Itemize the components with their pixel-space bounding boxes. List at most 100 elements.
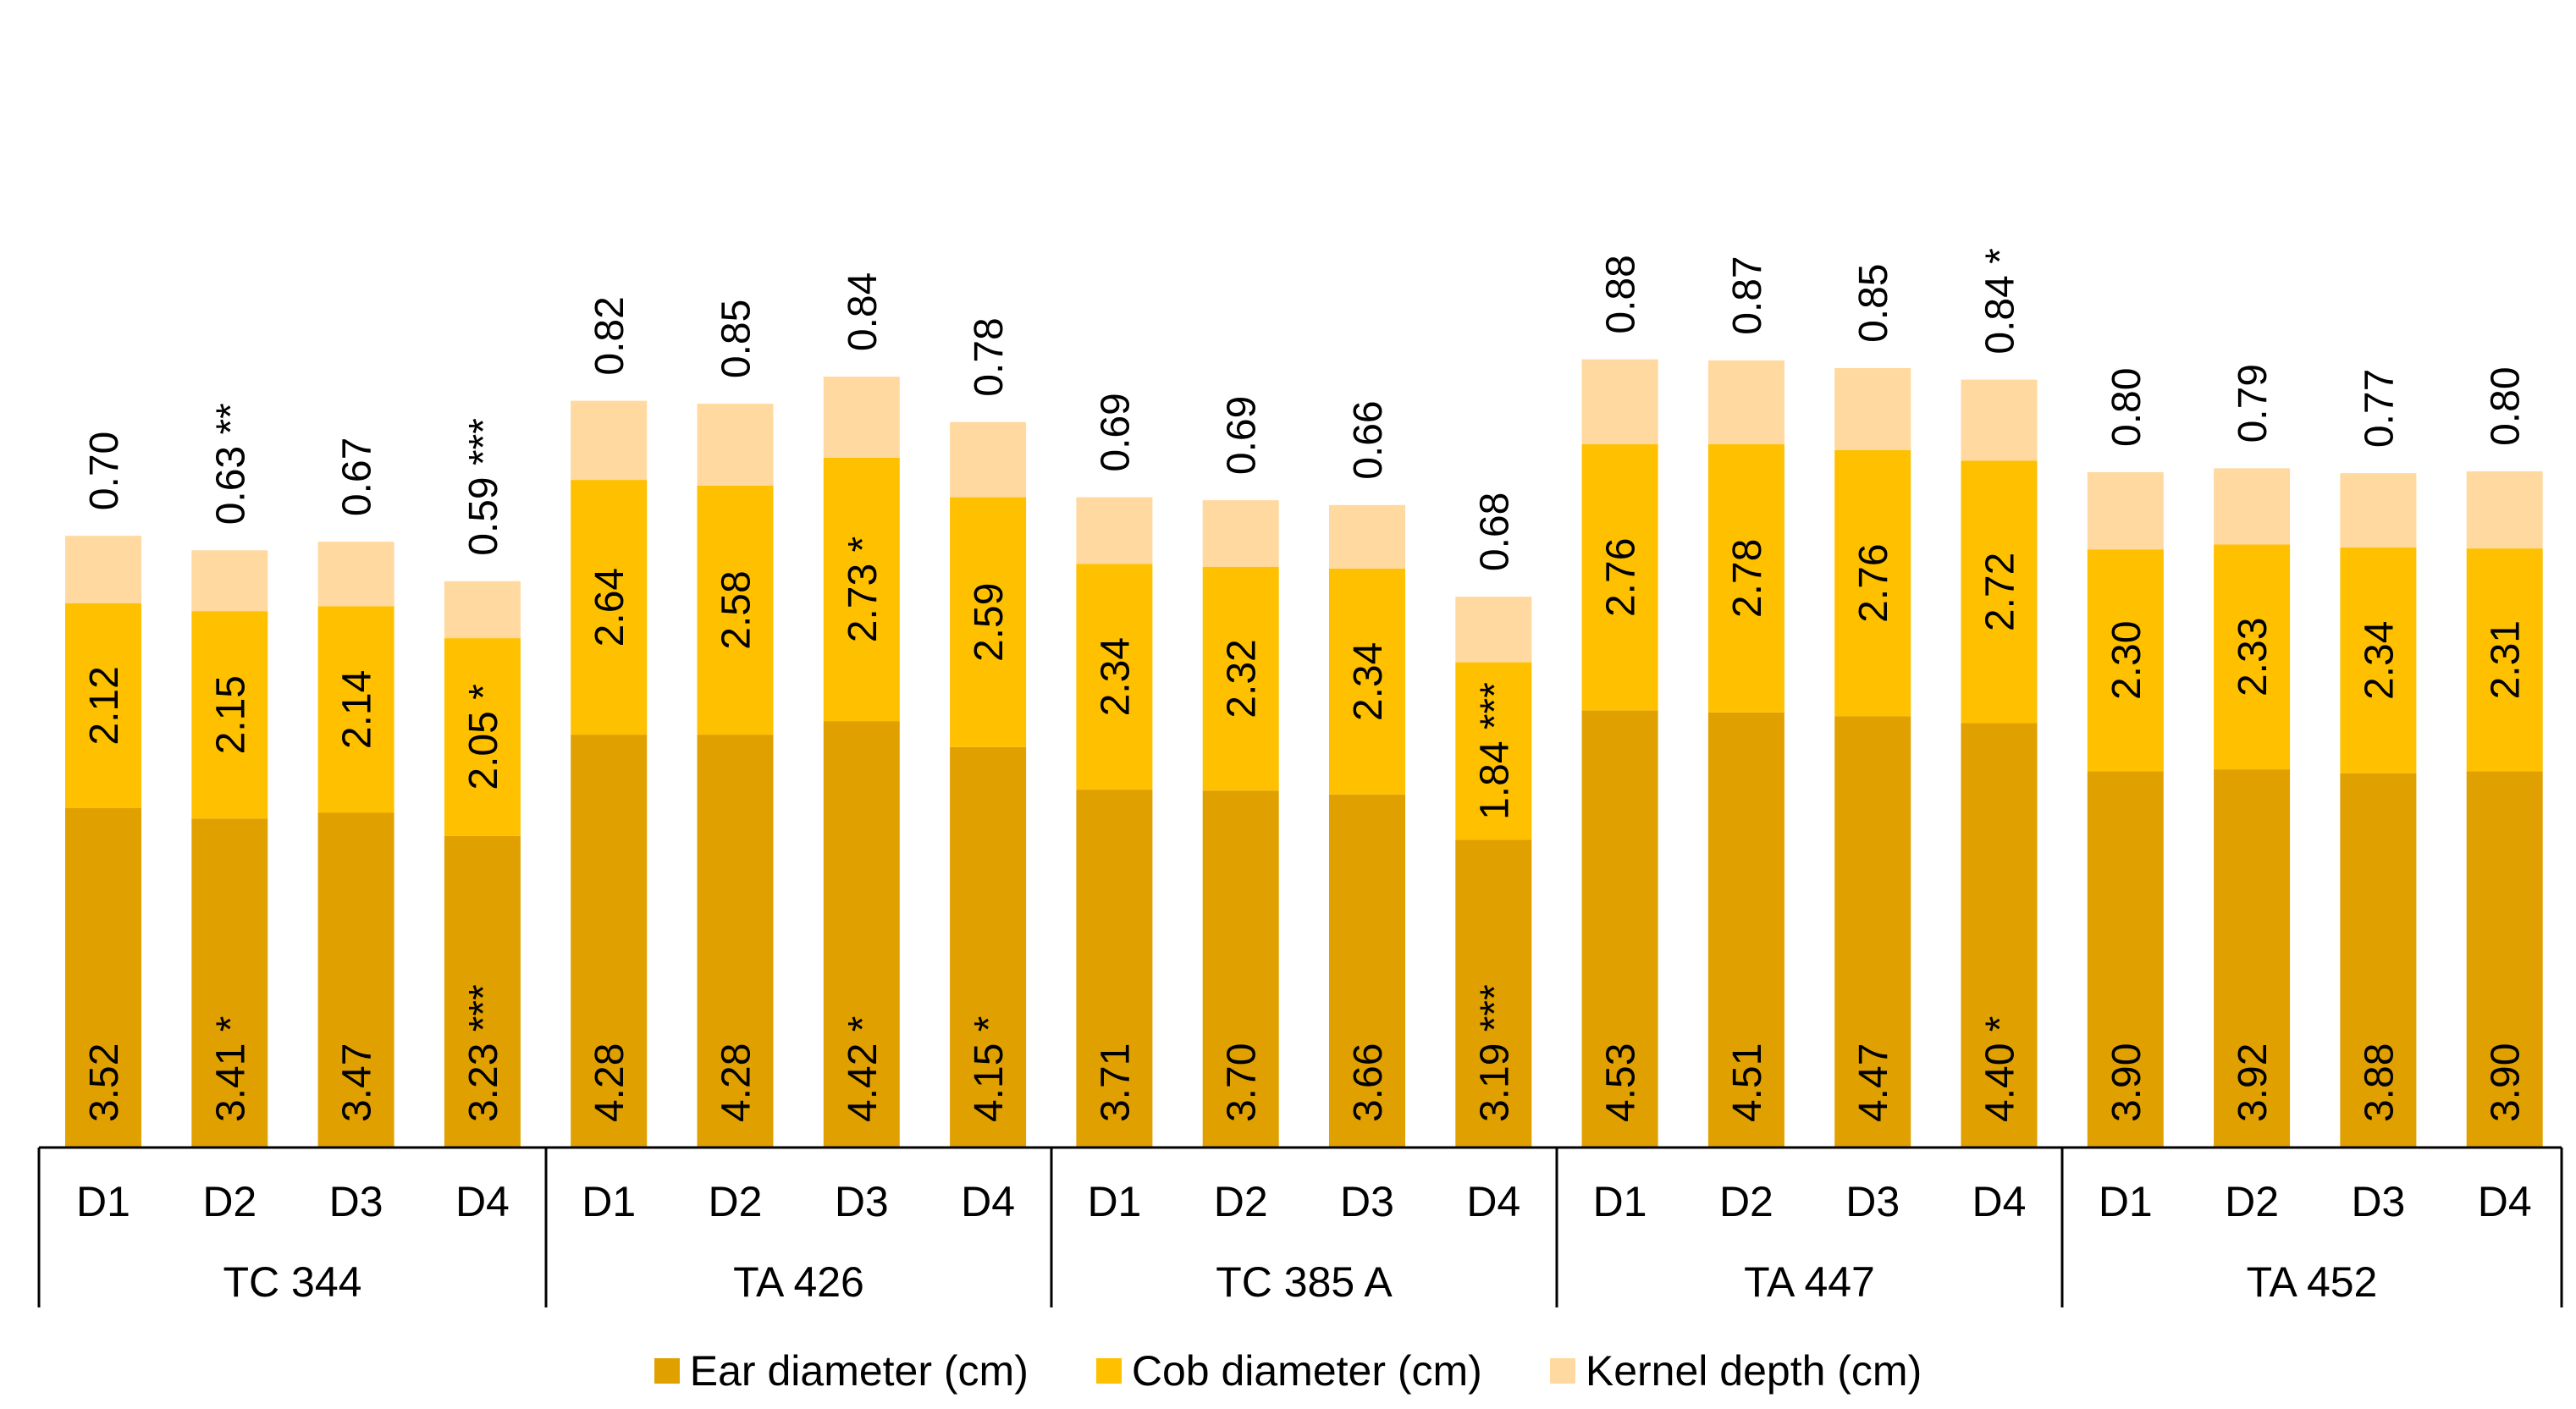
label-ear-15: 4.47 xyxy=(1851,1043,1896,1122)
tick-label-18: D2 xyxy=(2225,1178,2279,1225)
bar-kernel-9 xyxy=(1076,498,1152,564)
tick-label-10: D2 xyxy=(1214,1178,1268,1225)
legend-label-kernel-depth: Kernel depth (cm) xyxy=(1586,1346,1922,1395)
label-kernel-18: 0.79 xyxy=(2231,364,2275,443)
category-axis: D1 D2 D3 D4TC 344D1 D2 D3 D4TA 426D1 D2 D3 D4TC 3… xyxy=(39,1148,2562,1307)
label-ear-2: 3.41 * xyxy=(208,1016,253,1122)
label-ear-13: 4.53 xyxy=(1599,1043,1644,1122)
bar-kernel-20 xyxy=(2467,471,2543,548)
bar-kernel-1 xyxy=(65,536,141,603)
group-label-1: TC 344 xyxy=(223,1258,362,1306)
bar-kernel-8 xyxy=(950,422,1026,498)
label-ear-7: 4.42 * xyxy=(841,1016,885,1122)
label-cob-10: 2.32 xyxy=(1220,639,1265,718)
label-kernel-12: 0.68 xyxy=(1472,493,1517,571)
label-kernel-14: 0.87 xyxy=(1725,256,1770,334)
label-ear-6: 4.28 xyxy=(714,1043,759,1122)
tick-label-17: D1 xyxy=(2099,1178,2153,1225)
bar-kernel-4 xyxy=(444,581,521,638)
label-cob-6: 2.58 xyxy=(714,570,759,649)
stacked-bar-chart: 3.522.120.703.41 *2.150.63 **3.472.140.6… xyxy=(0,0,2576,1409)
legend-swatch-cob-diameter xyxy=(1096,1358,1122,1384)
label-ear-10: 3.70 xyxy=(1220,1043,1265,1122)
label-cob-16: 2.72 xyxy=(1978,553,2023,631)
label-kernel-9: 0.69 xyxy=(1093,393,1138,471)
tick-label-13: D1 xyxy=(1593,1178,1647,1225)
bar-kernel-12 xyxy=(1455,597,1531,663)
group-label-3: TC 385 A xyxy=(1216,1258,1393,1306)
bar-kernel-19 xyxy=(2340,473,2416,548)
label-kernel-10: 0.69 xyxy=(1220,396,1265,475)
legend: Ear diameter (cm) Cob diameter (cm) Kern… xyxy=(0,1341,2576,1401)
label-kernel-17: 0.80 xyxy=(2104,368,2149,447)
label-kernel-1: 0.70 xyxy=(82,432,127,510)
legend-label-ear-diameter: Ear diameter (cm) xyxy=(690,1346,1029,1395)
label-cob-2: 2.15 xyxy=(208,675,253,754)
label-cob-14: 2.78 xyxy=(1725,539,1770,618)
label-kernel-20: 0.80 xyxy=(2484,366,2529,445)
bar-kernel-3 xyxy=(318,542,394,606)
label-kernel-11: 0.66 xyxy=(1346,400,1391,479)
tick-label-2: D2 xyxy=(202,1178,256,1225)
label-ear-19: 3.88 xyxy=(2357,1043,2402,1122)
label-ear-3: 3.47 xyxy=(335,1043,380,1122)
label-cob-19: 2.34 xyxy=(2357,621,2402,700)
tick-label-15: D3 xyxy=(1845,1178,1900,1225)
group-label-5: TA 452 xyxy=(2247,1258,2378,1306)
tick-label-7: D3 xyxy=(835,1178,889,1225)
label-cob-12: 1.84 *** xyxy=(1472,682,1517,820)
label-cob-5: 2.64 xyxy=(587,568,632,647)
group-label-4: TA 447 xyxy=(1744,1258,1875,1306)
legend-swatch-ear-diameter xyxy=(654,1358,680,1384)
label-cob-4: 2.05 * xyxy=(461,684,506,790)
label-kernel-8: 0.78 xyxy=(967,317,1012,396)
legend-item-cob-diameter: Cob diameter (cm) xyxy=(1096,1346,1482,1395)
label-kernel-3: 0.67 xyxy=(335,438,380,516)
bar-kernel-2 xyxy=(191,550,268,611)
legend-item-ear-diameter: Ear diameter (cm) xyxy=(654,1346,1029,1395)
label-kernel-7: 0.84 xyxy=(841,272,885,351)
label-cob-3: 2.14 xyxy=(335,670,380,749)
bar-kernel-13 xyxy=(1582,360,1658,444)
tick-label-11: D3 xyxy=(1340,1178,1394,1225)
tick-label-16: D4 xyxy=(1972,1178,2027,1225)
label-ear-4: 3.23 *** xyxy=(461,984,506,1122)
label-cob-7: 2.73 * xyxy=(841,537,885,642)
label-cob-17: 2.30 xyxy=(2104,621,2149,700)
bar-kernel-17 xyxy=(2088,472,2164,549)
tick-label-8: D4 xyxy=(961,1178,1015,1225)
label-ear-16: 4.40 * xyxy=(1978,1016,2023,1122)
label-ear-1: 3.52 xyxy=(82,1043,127,1122)
label-ear-11: 3.66 xyxy=(1346,1043,1391,1122)
bar-kernel-5 xyxy=(571,401,647,480)
bar-kernel-14 xyxy=(1708,361,1784,444)
label-ear-8: 4.15 * xyxy=(967,1016,1012,1122)
label-kernel-15: 0.85 xyxy=(1851,263,1896,342)
tick-label-14: D2 xyxy=(1719,1178,1773,1225)
label-ear-20: 3.90 xyxy=(2484,1043,2529,1122)
label-ear-18: 3.92 xyxy=(2231,1043,2275,1122)
label-ear-5: 4.28 xyxy=(587,1043,632,1122)
label-cob-8: 2.59 xyxy=(967,583,1012,662)
tick-label-19: D3 xyxy=(2351,1178,2405,1225)
label-kernel-4: 0.59 *** xyxy=(461,418,506,556)
label-ear-17: 3.90 xyxy=(2104,1043,2149,1122)
label-cob-20: 2.31 xyxy=(2484,620,2529,699)
bar-kernel-7 xyxy=(824,377,900,458)
label-cob-15: 2.76 xyxy=(1851,543,1896,622)
tick-label-6: D2 xyxy=(709,1178,763,1225)
tick-label-4: D4 xyxy=(455,1178,510,1225)
bars-layer xyxy=(65,360,2543,1148)
tick-label-9: D1 xyxy=(1087,1178,1141,1225)
legend-swatch-kernel-depth xyxy=(1550,1358,1575,1384)
label-kernel-6: 0.85 xyxy=(714,300,759,378)
legend-label-cob-diameter: Cob diameter (cm) xyxy=(1132,1346,1482,1395)
label-cob-13: 2.76 xyxy=(1599,538,1644,617)
tick-label-20: D4 xyxy=(2478,1178,2532,1225)
tick-label-5: D1 xyxy=(582,1178,636,1225)
label-ear-12: 3.19 *** xyxy=(1472,984,1517,1122)
bar-kernel-15 xyxy=(1834,368,1911,450)
bar-kernel-6 xyxy=(698,404,774,486)
legend-item-kernel-depth: Kernel depth (cm) xyxy=(1550,1346,1922,1395)
label-kernel-5: 0.82 xyxy=(587,296,632,375)
